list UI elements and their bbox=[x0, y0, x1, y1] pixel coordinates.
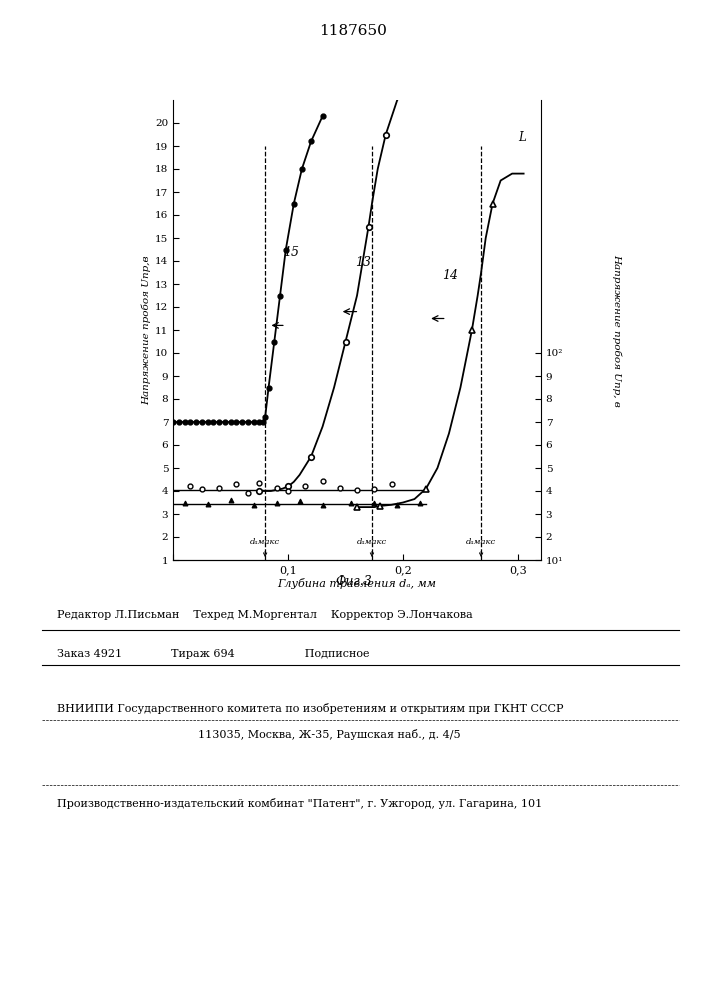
Text: dₐмакс: dₐмакс bbox=[466, 538, 496, 556]
Text: 113035, Москва, Ж-35, Раушская наб., д. 4/5: 113035, Москва, Ж-35, Раушская наб., д. … bbox=[198, 729, 460, 740]
X-axis label: Глубина травления dₐ, мм: Глубина травления dₐ, мм bbox=[278, 578, 436, 589]
Text: ВНИИПИ Государственного комитета по изобретениям и открытиям при ГКНТ СССР: ВНИИПИ Государственного комитета по изоб… bbox=[57, 703, 563, 714]
Text: 1187650: 1187650 bbox=[320, 24, 387, 38]
Text: 13: 13 bbox=[355, 256, 370, 269]
Text: Заказ 4921              Тираж 694                    Подписное: Заказ 4921 Тираж 694 Подписное bbox=[57, 649, 369, 659]
Y-axis label: Напряжение пробоя Uпр, в: Напряжение пробоя Uпр, в bbox=[612, 254, 621, 406]
Text: dₐмакс: dₐмакс bbox=[250, 538, 280, 556]
Text: 14: 14 bbox=[442, 269, 458, 282]
Text: Производственно-издательский комбинат "Патент", г. Ужгород, ул. Гагарина, 101: Производственно-издательский комбинат "П… bbox=[57, 798, 542, 809]
Text: L: L bbox=[518, 131, 525, 144]
Text: Фиг.3: Фиг.3 bbox=[335, 575, 372, 588]
Text: 15: 15 bbox=[284, 246, 300, 259]
Y-axis label: Напряжение пробоя Uпр,в: Напряжение пробоя Uпр,в bbox=[141, 255, 151, 405]
Text: dₐмакс: dₐмакс bbox=[357, 538, 387, 556]
Text: Редактор Л.Письман    Техред М.Моргентал    Корректор Э.Лончакова: Редактор Л.Письман Техред М.Моргентал Ко… bbox=[57, 610, 472, 620]
